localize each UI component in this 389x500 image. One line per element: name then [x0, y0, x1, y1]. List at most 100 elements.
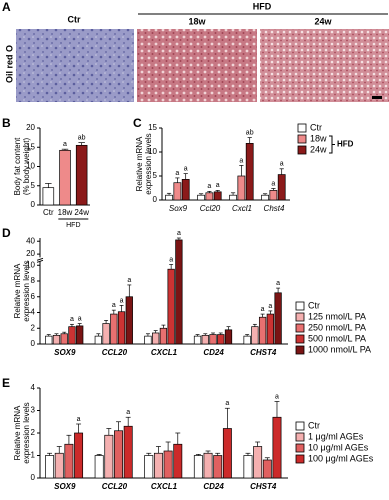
- bar: [173, 182, 182, 201]
- y-axis-label: Relative mRNA: [13, 263, 22, 318]
- legend-group-label: HFD: [337, 140, 354, 149]
- x-tick-label: CHST4: [250, 348, 277, 357]
- legend-swatch: [295, 345, 305, 355]
- y-axis-label: Relative mRNA: [13, 405, 22, 460]
- x-tick-label: Cxcl1: [232, 204, 252, 213]
- bar: [272, 416, 282, 479]
- significance-label: a: [169, 256, 173, 263]
- bar: [45, 455, 55, 479]
- panel-label: E: [2, 376, 10, 390]
- y-tick-label: 2: [31, 428, 36, 437]
- significance-label: a: [112, 302, 116, 309]
- significance-label: ab: [78, 134, 86, 141]
- bar: [153, 452, 163, 479]
- y-tick-label: 10: [26, 162, 35, 171]
- x-tick-label: Ccl20: [200, 204, 221, 213]
- y-tick-label: 15: [26, 142, 35, 151]
- bar: [59, 149, 71, 206]
- bar: [243, 455, 253, 479]
- legend-swatch: [295, 443, 305, 453]
- bar: [277, 174, 286, 201]
- significance-label: a: [275, 393, 279, 400]
- bar: [205, 192, 214, 201]
- bar: [193, 335, 202, 345]
- significance-label: a: [177, 230, 181, 237]
- bar: [258, 316, 267, 345]
- y-tick-label: 4: [31, 383, 36, 392]
- y-tick-label: 5: [153, 171, 158, 180]
- y-tick-label: 2: [31, 323, 36, 332]
- bar: [262, 459, 272, 479]
- y-tick-label: 20: [26, 123, 35, 132]
- significance-label: a: [184, 165, 188, 172]
- x-tick-label: CCL20: [102, 348, 128, 357]
- bar: [42, 187, 55, 206]
- y-tick-label: 40: [26, 236, 35, 245]
- bar: [144, 335, 152, 345]
- x-tick-label: CCL20: [102, 482, 128, 491]
- bar: [45, 335, 53, 345]
- bar: [274, 292, 282, 345]
- significance-label: a: [127, 277, 131, 284]
- legend-label: Ctr: [308, 300, 320, 310]
- x-tick-label: CD24: [203, 348, 224, 357]
- bar: [94, 455, 104, 479]
- bar: [243, 335, 251, 345]
- bar: [167, 268, 175, 345]
- significance-label: a: [70, 316, 74, 323]
- legend-label: 1 μg/ml AGEs: [308, 431, 364, 441]
- legend-label: 1000 nmol/L PA: [308, 344, 371, 354]
- panel-label: C: [133, 116, 142, 130]
- bar: [173, 443, 183, 479]
- bar: [245, 143, 254, 201]
- legend-swatch: [295, 432, 305, 442]
- bar: [213, 455, 223, 479]
- bar: [217, 334, 225, 345]
- y-tick-label: 6: [31, 292, 36, 301]
- bar: [159, 327, 168, 345]
- bar: [224, 329, 233, 345]
- micrograph: [16, 29, 134, 102]
- y-tick-label: 5: [31, 181, 36, 190]
- bar: [213, 191, 222, 201]
- legend-swatch: [295, 421, 305, 431]
- x-tick-label: Chst4: [264, 204, 285, 213]
- bar: [74, 432, 84, 479]
- axis-break: [36, 257, 44, 261]
- bar: [64, 443, 74, 479]
- scale-bar: [372, 96, 382, 99]
- significance-label: a: [280, 161, 284, 168]
- significance-label: a: [63, 141, 67, 148]
- significance-label: a: [225, 400, 229, 407]
- x-tick-label: Ctr: [43, 208, 54, 217]
- bar: [75, 144, 88, 206]
- significance-label: a: [175, 170, 179, 177]
- legend-swatch: [297, 134, 307, 144]
- significance-label: ab: [246, 129, 254, 136]
- significance-label: a: [126, 409, 130, 416]
- legend-swatch: [295, 323, 305, 333]
- panel-label: B: [2, 116, 11, 130]
- y-tick-label: 10: [148, 147, 157, 156]
- x-tick-label: Sox9: [169, 204, 188, 213]
- bar: [102, 323, 110, 345]
- bar: [229, 194, 237, 201]
- bar: [269, 190, 278, 201]
- significance-label: a: [239, 157, 243, 164]
- bar: [110, 313, 118, 345]
- y-tick-label: 0: [153, 195, 158, 204]
- y-tick-label: 0: [31, 339, 36, 348]
- bar: [266, 313, 274, 345]
- bar: [181, 179, 190, 201]
- y-tick-label: 20: [26, 249, 35, 258]
- bar: [237, 175, 246, 201]
- bar: [123, 425, 133, 479]
- y-tick-label: 0: [31, 200, 36, 209]
- bar: [60, 333, 68, 345]
- y-axis-label: Relative mRNA: [135, 136, 144, 191]
- column-label: Ctr: [68, 14, 81, 24]
- group-label: HFD: [253, 1, 272, 11]
- significance-label: a: [120, 297, 124, 304]
